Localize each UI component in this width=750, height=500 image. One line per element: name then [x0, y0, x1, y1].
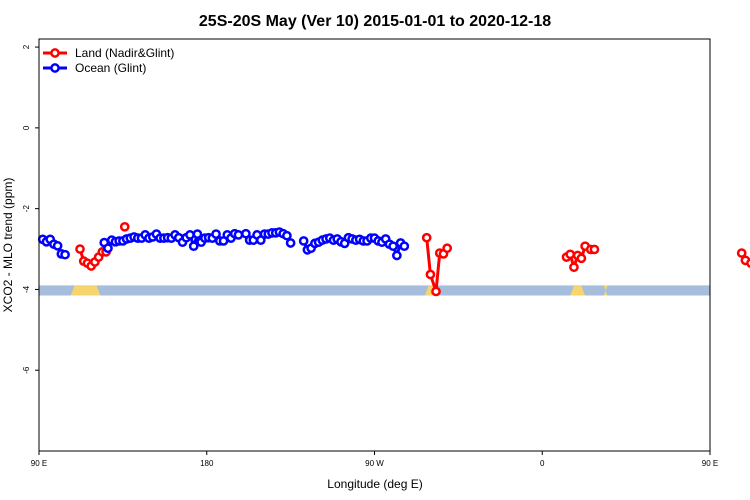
- ocean-data-point: [392, 250, 402, 261]
- legend: Land (Nadir&Glint)Ocean (Glint): [43, 46, 174, 75]
- y-tick-label: 2: [22, 44, 31, 49]
- land-data-point: [425, 269, 436, 280]
- ocean-data-point: [60, 249, 70, 260]
- legend-label: Ocean (Glint): [75, 61, 146, 75]
- legend-marker: [50, 48, 60, 58]
- ocean-data-point: [52, 240, 63, 251]
- land-data-point: [589, 244, 600, 255]
- legend-item-land: Land (Nadir&Glint): [43, 46, 174, 60]
- ocean-data-point: [103, 243, 113, 254]
- ocean-data-point: [282, 230, 292, 241]
- land-segment: [603, 285, 608, 296]
- land-data-point: [442, 243, 453, 254]
- land-segment: [570, 285, 586, 296]
- x-tick-label: 0: [540, 459, 545, 468]
- ocean-data-point: [285, 238, 296, 248]
- land-ocean-strip: [39, 285, 710, 296]
- land-data-point: [576, 253, 587, 264]
- land-data-point: [75, 244, 85, 254]
- ocean-data-point: [188, 241, 199, 252]
- y-tick-label: 0: [22, 125, 31, 130]
- x-tick-label: 90 E: [31, 459, 47, 468]
- y-axis-ticks: 2 0 -2 -4 -6: [22, 44, 39, 374]
- legend-marker: [50, 63, 60, 73]
- ocean-data-point: [185, 230, 195, 240]
- land-data-point: [565, 249, 576, 260]
- ocean-strip: [39, 285, 710, 296]
- land-data-point: [431, 286, 441, 297]
- ocean-data-point: [388, 241, 398, 252]
- land-data-point: [569, 262, 579, 273]
- x-tick-label: 90 E: [702, 459, 718, 468]
- land-data-point: [119, 221, 130, 232]
- y-axis-label: XCO2 - MLO trend (ppm): [1, 178, 15, 313]
- legend-item-ocean: Ocean (Glint): [43, 61, 146, 75]
- land-data-point: [421, 232, 432, 243]
- y-tick-label: -4: [22, 285, 31, 293]
- y-tick-label: -6: [22, 366, 31, 374]
- land-segment: [70, 285, 101, 296]
- ocean-data-point: [298, 236, 309, 246]
- x-axis-label: Longitude (deg E): [327, 477, 422, 491]
- ocean-data-point: [399, 241, 410, 252]
- ocean-series: [37, 227, 410, 261]
- chart-title: 25S-20S May (Ver 10) 2015-01-01 to 2020-…: [199, 13, 551, 30]
- x-tick-label: 180: [200, 459, 214, 468]
- land-data-point: [736, 248, 747, 258]
- ocean-data-point: [211, 229, 221, 239]
- x-tick-label: 90 W: [365, 459, 384, 468]
- legend-label: Land (Nadir&Glint): [75, 46, 174, 60]
- series-layer: [37, 221, 750, 297]
- ocean-data-point: [192, 229, 203, 239]
- ocean-data-point: [233, 230, 244, 240]
- plot-frame: [38, 38, 711, 452]
- land-data-point: [746, 258, 750, 268]
- land-series: [75, 221, 750, 297]
- y-tick-label: -2: [22, 205, 31, 213]
- x-axis-ticks: 90 E 180 90 W 0 90 E: [31, 451, 718, 468]
